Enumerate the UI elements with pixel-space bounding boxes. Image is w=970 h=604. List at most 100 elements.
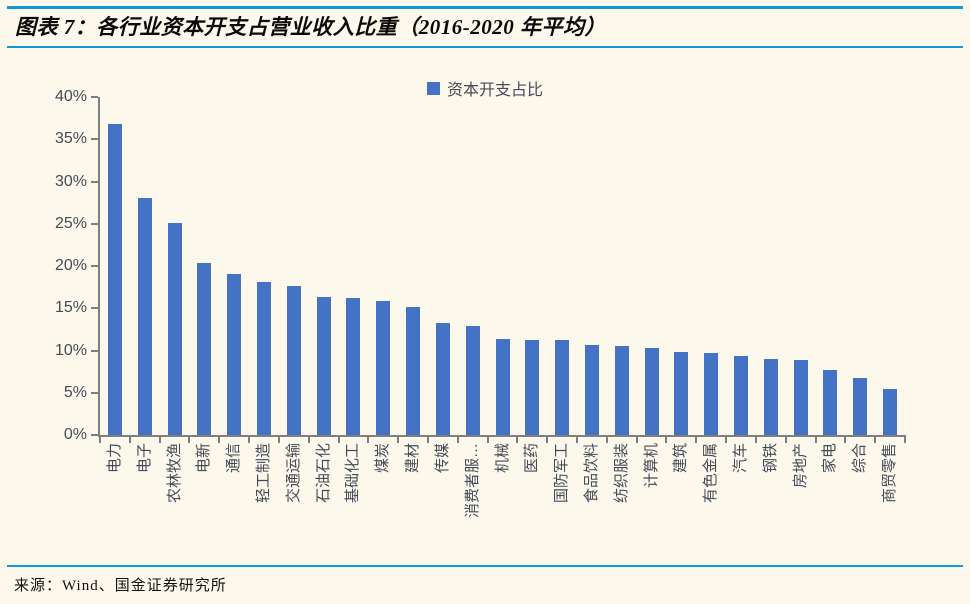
x-axis-tick xyxy=(218,437,221,443)
bar-20 xyxy=(674,352,689,435)
bar-15 xyxy=(525,339,540,435)
bar-12 xyxy=(435,323,450,435)
x-axis-label: 煤炭 xyxy=(374,443,392,474)
y-axis-label: 25% xyxy=(54,214,87,232)
bar-11 xyxy=(406,307,421,435)
bar-23 xyxy=(763,358,778,435)
bar-1 xyxy=(107,124,122,435)
title-divider xyxy=(7,46,963,48)
x-axis-label: 电子 xyxy=(135,443,153,474)
x-axis-tick xyxy=(784,437,787,443)
y-axis-tick xyxy=(91,434,98,436)
legend-swatch-icon xyxy=(426,81,440,95)
x-axis-label: 综合 xyxy=(851,443,869,474)
bar-2 xyxy=(137,197,152,435)
y-axis-label: 5% xyxy=(63,383,87,401)
x-axis-tick xyxy=(904,437,906,443)
bar-16 xyxy=(555,340,570,435)
x-axis-label: 医药 xyxy=(523,443,541,474)
x-axis-tick xyxy=(337,437,340,443)
y-axis-label: 20% xyxy=(54,257,87,274)
y-axis-line xyxy=(98,97,100,437)
x-axis-line xyxy=(98,435,906,437)
x-axis-label: 传媒 xyxy=(433,443,451,474)
bar-24 xyxy=(793,359,808,435)
bar-chart-plot-area: 0% 5% 10% 15% 20% 25% 30% 35% 40% 电力 电子 农林牧渔 电新 通信 轻工制… xyxy=(55,89,906,518)
x-axis-label: 汽车 xyxy=(732,443,750,474)
bar-26 xyxy=(853,377,868,435)
x-axis-tick xyxy=(725,437,728,443)
x-axis-tick xyxy=(546,437,549,443)
y-axis-label: 30% xyxy=(54,172,87,190)
bar-27 xyxy=(883,388,898,435)
x-axis-tick xyxy=(367,437,370,443)
x-axis-tick xyxy=(814,437,817,443)
bar-22 xyxy=(734,356,749,435)
x-axis-tick xyxy=(397,437,400,443)
bar-17 xyxy=(584,345,599,435)
x-axis-label: 商贸零售 xyxy=(881,443,899,504)
bar-5 xyxy=(227,274,242,435)
x-axis-label: 通信 xyxy=(225,443,243,474)
bar-4 xyxy=(197,262,212,435)
x-axis-tick xyxy=(844,437,847,443)
x-axis-tick xyxy=(158,437,161,443)
bar-6 xyxy=(256,282,271,435)
x-axis-label: 电新 xyxy=(195,443,213,474)
top-divider xyxy=(7,6,963,9)
y-axis-tick xyxy=(91,96,98,98)
x-axis-label: 钢铁 xyxy=(761,443,779,474)
x-axis-tick xyxy=(576,437,579,443)
bar-19 xyxy=(644,347,659,435)
x-axis-label: 建筑 xyxy=(672,443,690,474)
y-axis-tick xyxy=(91,391,98,394)
y-axis-label: 35% xyxy=(54,130,87,148)
legend-label: 资本开支占比 xyxy=(446,82,543,99)
x-axis-tick xyxy=(248,437,251,443)
bar-25 xyxy=(823,369,838,435)
x-axis-tick xyxy=(426,437,429,443)
x-axis-tick xyxy=(874,437,877,443)
y-axis-label: 40% xyxy=(54,88,87,105)
bar-21 xyxy=(704,353,719,435)
bar-10 xyxy=(376,300,391,435)
x-axis-label: 家电 xyxy=(821,443,839,474)
x-axis-tick xyxy=(188,437,191,443)
bar-18 xyxy=(614,346,629,435)
bar-14 xyxy=(495,338,510,435)
bar-3 xyxy=(167,222,182,435)
x-axis-tick xyxy=(605,437,608,443)
y-axis-tick xyxy=(91,349,98,352)
x-axis-tick xyxy=(516,437,519,443)
y-axis-label: 15% xyxy=(54,299,87,317)
bar-9 xyxy=(346,298,361,435)
y-axis-tick xyxy=(91,180,98,183)
bottom-divider xyxy=(7,565,963,567)
chart-legend: 资本开支占比 xyxy=(0,76,970,100)
y-axis-label: 0% xyxy=(63,426,87,443)
x-axis-tick xyxy=(754,437,757,443)
x-axis-tick xyxy=(307,437,310,443)
x-axis-tick xyxy=(456,437,459,443)
x-axis-label: 建材 xyxy=(404,443,422,474)
x-axis-tick xyxy=(277,437,280,443)
bar-13 xyxy=(465,326,480,435)
y-axis-tick xyxy=(91,265,98,267)
x-axis-tick xyxy=(128,437,131,443)
x-axis-tick xyxy=(486,437,489,443)
y-axis-label: 10% xyxy=(54,341,87,359)
y-axis-tick xyxy=(91,307,98,310)
y-axis-tick xyxy=(91,222,98,225)
x-axis-tick xyxy=(635,437,638,443)
bar-8 xyxy=(316,297,331,435)
x-axis-label: 电力 xyxy=(105,443,123,474)
y-axis-tick xyxy=(91,138,98,141)
x-axis-tick xyxy=(665,437,668,443)
x-axis-label: 机械 xyxy=(493,443,511,474)
x-axis-tick xyxy=(695,437,698,443)
x-axis-tick xyxy=(99,437,101,443)
source-note: 来源：Wind、国金证券研究所 xyxy=(14,578,227,594)
bar-7 xyxy=(286,286,301,435)
figure-title: 图表 7：各行业资本开支占营业收入比重（2016-2020 年平均） xyxy=(15,15,606,39)
